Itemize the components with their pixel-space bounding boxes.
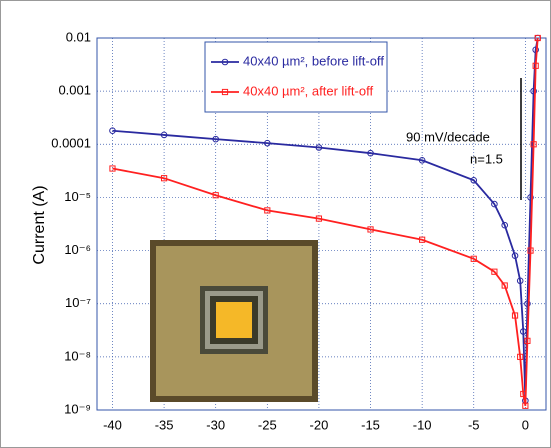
x-tick-label: -40	[103, 417, 122, 432]
series-line	[112, 37, 539, 406]
legend-marker	[221, 88, 229, 96]
point	[212, 192, 219, 199]
point	[109, 127, 116, 135]
point	[530, 141, 537, 148]
point	[264, 207, 271, 214]
point	[511, 252, 519, 260]
y-tick-label: 0.0001	[51, 136, 91, 151]
point	[367, 149, 374, 157]
point	[527, 247, 534, 254]
legend-label: 40x40 µm², after lift-off	[243, 83, 373, 98]
point	[160, 175, 168, 182]
point	[532, 46, 539, 54]
point	[212, 135, 220, 143]
point	[519, 328, 527, 335]
point	[315, 144, 323, 151]
point	[530, 87, 537, 95]
point	[501, 282, 508, 289]
point	[511, 312, 519, 319]
point	[315, 215, 323, 222]
y-tick-label: 10⁻⁹	[64, 401, 91, 416]
point	[517, 353, 524, 360]
point	[419, 236, 426, 243]
inset-photo	[150, 240, 318, 402]
x-tick-label: -10	[413, 417, 432, 432]
point	[109, 165, 116, 172]
plot-frame	[96, 37, 547, 411]
point	[534, 34, 541, 42]
point	[522, 402, 529, 409]
y-tick-label: 10⁻⁸	[64, 348, 91, 363]
x-tick-label: 0	[522, 417, 529, 432]
point	[520, 390, 527, 398]
point	[160, 131, 168, 139]
annotation: 90 mV/decade	[406, 129, 490, 144]
y-tick-label: 10⁻⁶	[64, 242, 91, 257]
point	[470, 177, 478, 184]
annotation: n=1.5	[470, 151, 503, 166]
y-axis-label: Current (A)	[31, 185, 48, 264]
point	[516, 277, 524, 285]
point	[418, 156, 426, 164]
point	[367, 226, 374, 233]
x-tick-label: -30	[206, 417, 225, 432]
point	[524, 300, 531, 308]
y-tick-label: 10⁻⁷	[65, 295, 91, 310]
point	[491, 200, 498, 208]
legend-label: 40x40 µm², before lift-off	[243, 53, 384, 68]
x-tick-label: -15	[361, 417, 380, 432]
x-tick-label: -20	[310, 417, 329, 432]
point	[264, 139, 271, 147]
x-tick-label: -25	[258, 417, 277, 432]
y-tick-label: 0.001	[58, 83, 91, 98]
series-line	[112, 37, 539, 401]
point	[532, 62, 539, 69]
point	[501, 221, 509, 229]
point	[470, 255, 477, 262]
point	[527, 194, 534, 201]
point	[524, 337, 531, 344]
legend-marker	[221, 58, 229, 66]
y-tick-label: 10⁻⁵	[64, 189, 91, 204]
point	[491, 268, 498, 275]
x-tick-label: -35	[155, 417, 174, 432]
x-tick-label: -5	[468, 417, 480, 432]
legend-box	[204, 41, 388, 113]
y-tick-label: 0.01	[66, 29, 91, 44]
